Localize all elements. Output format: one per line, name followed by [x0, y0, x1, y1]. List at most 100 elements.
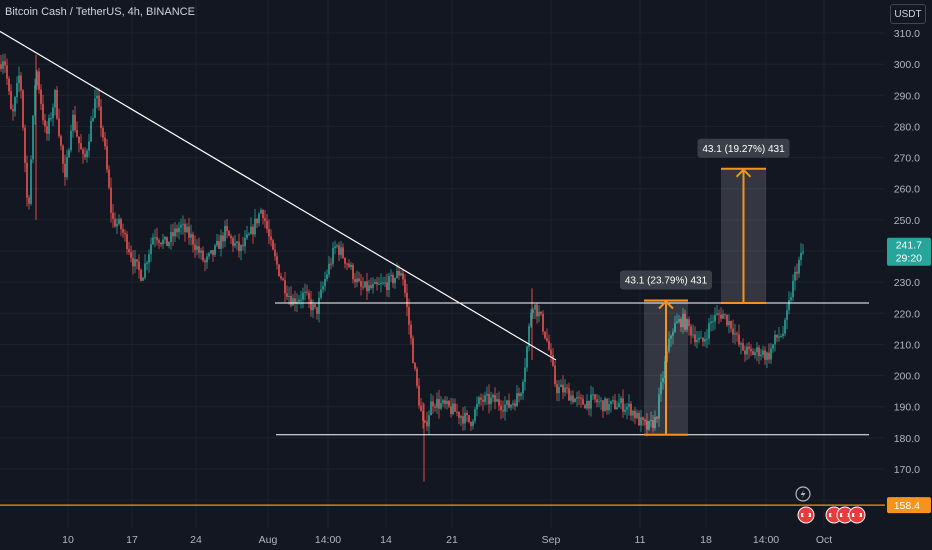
- earnings-icon[interactable]: [848, 506, 866, 524]
- candle-body: [740, 343, 742, 345]
- candle-body: [512, 403, 514, 405]
- price-axis[interactable]: 310.0300.0290.0280.0270.0260.0250.0240.0…: [886, 0, 932, 550]
- candle-body: [652, 419, 654, 429]
- candle-body: [762, 350, 764, 355]
- candle-body: [718, 313, 720, 315]
- candle-body: [318, 297, 320, 314]
- time-tick-label: 24: [190, 534, 202, 546]
- candle-body: [90, 120, 92, 142]
- candle-body: [546, 338, 548, 341]
- candle-body: [396, 270, 398, 278]
- candle-body: [564, 387, 566, 393]
- candle-body: [136, 259, 138, 262]
- candle-body: [128, 249, 130, 253]
- candle-body: [370, 285, 372, 288]
- candle-body: [744, 350, 746, 355]
- candle-body: [106, 146, 108, 170]
- time-axis[interactable]: 10 17 24 Aug 14:00 14 21 Sep 11 18 14:00 Oct: [0, 528, 886, 550]
- candle-body: [724, 314, 726, 316]
- measure-arrow-head: [658, 300, 674, 310]
- time-tick-label: Aug: [259, 534, 278, 546]
- candle-body: [328, 263, 330, 275]
- time-tick-label: 21: [446, 534, 458, 546]
- trendline[interactable]: [0, 30, 557, 361]
- candle-body: [482, 399, 484, 402]
- candle-body: [702, 337, 704, 342]
- drawings[interactable]: 43.1 (23.79%) 431 43.1 (19.27%) 431: [0, 30, 885, 506]
- candle-body: [306, 291, 308, 293]
- candle-body: [24, 127, 26, 163]
- earnings-icon[interactable]: [797, 506, 815, 524]
- candle-body: [720, 314, 722, 319]
- candle-body: [44, 120, 46, 127]
- candle-body: [38, 71, 40, 90]
- candle-body: [750, 348, 752, 352]
- candle-body: [522, 381, 524, 394]
- candle-body: [350, 264, 352, 267]
- candle-body: [772, 344, 774, 349]
- price-tick-label: 250.0: [894, 215, 920, 227]
- candle-body: [514, 403, 516, 407]
- candle-body: [316, 307, 318, 314]
- candle-body: [540, 311, 542, 314]
- candle-body: [668, 338, 670, 352]
- candle-body: [428, 415, 430, 427]
- candle-body: [710, 321, 712, 324]
- candle-body: [240, 245, 242, 252]
- chart-title: Bitcoin Cash / TetherUS, 4h, BINANCE: [5, 6, 195, 18]
- candle-body: [170, 232, 172, 242]
- candle-body: [572, 395, 574, 403]
- lightning-icon[interactable]: [795, 486, 811, 502]
- candle-body: [344, 257, 346, 264]
- candle-body: [730, 321, 732, 329]
- candle-body: [570, 395, 572, 401]
- candle-body: [726, 314, 728, 326]
- price-tick-label: 220.0: [894, 308, 920, 320]
- candle-body: [94, 98, 96, 118]
- candle-body: [788, 300, 790, 311]
- time-tick-label: 14:00: [315, 534, 341, 546]
- candle-body: [382, 282, 384, 284]
- candle-body: [648, 421, 650, 430]
- candles[interactable]: [0, 53, 804, 482]
- candle-body: [562, 384, 564, 393]
- candle-body: [228, 230, 230, 236]
- candle-body: [362, 286, 364, 288]
- candle-body: [498, 399, 500, 406]
- candle-body: [10, 91, 12, 110]
- candle-body: [186, 226, 188, 233]
- candle-body: [658, 394, 660, 419]
- candle-body: [722, 314, 724, 319]
- candle-body: [502, 410, 504, 412]
- candle-body: [302, 292, 304, 300]
- candle-body: [634, 410, 636, 419]
- candle-body: [732, 328, 734, 335]
- candle-body: [110, 187, 112, 213]
- time-tick-label: Sep: [542, 534, 561, 546]
- candle-body: [756, 347, 758, 353]
- candle-body: [74, 114, 76, 131]
- candle-body: [776, 334, 778, 338]
- candle-body: [716, 313, 718, 315]
- candle-body: [162, 239, 164, 245]
- candle-body: [446, 400, 448, 404]
- candle-body: [472, 421, 474, 426]
- candle-body: [656, 416, 658, 419]
- candle-body: [728, 321, 730, 326]
- candle-body: [276, 256, 278, 265]
- candle-body: [182, 223, 184, 225]
- candle-body: [480, 397, 482, 400]
- event-markers[interactable]: [795, 486, 866, 524]
- candle-body: [270, 236, 272, 241]
- candle-body: [372, 284, 374, 288]
- candle-body: [160, 242, 162, 245]
- candle-body: [308, 292, 310, 300]
- candle-body: [216, 240, 218, 246]
- candle-body: [220, 235, 222, 249]
- price-tick-label: 270.0: [894, 153, 920, 165]
- measure-label: 43.1 (19.27%) 431: [702, 144, 785, 155]
- currency-button[interactable]: USDT: [890, 4, 926, 24]
- candle-body: [418, 385, 420, 406]
- candle-body: [494, 394, 496, 402]
